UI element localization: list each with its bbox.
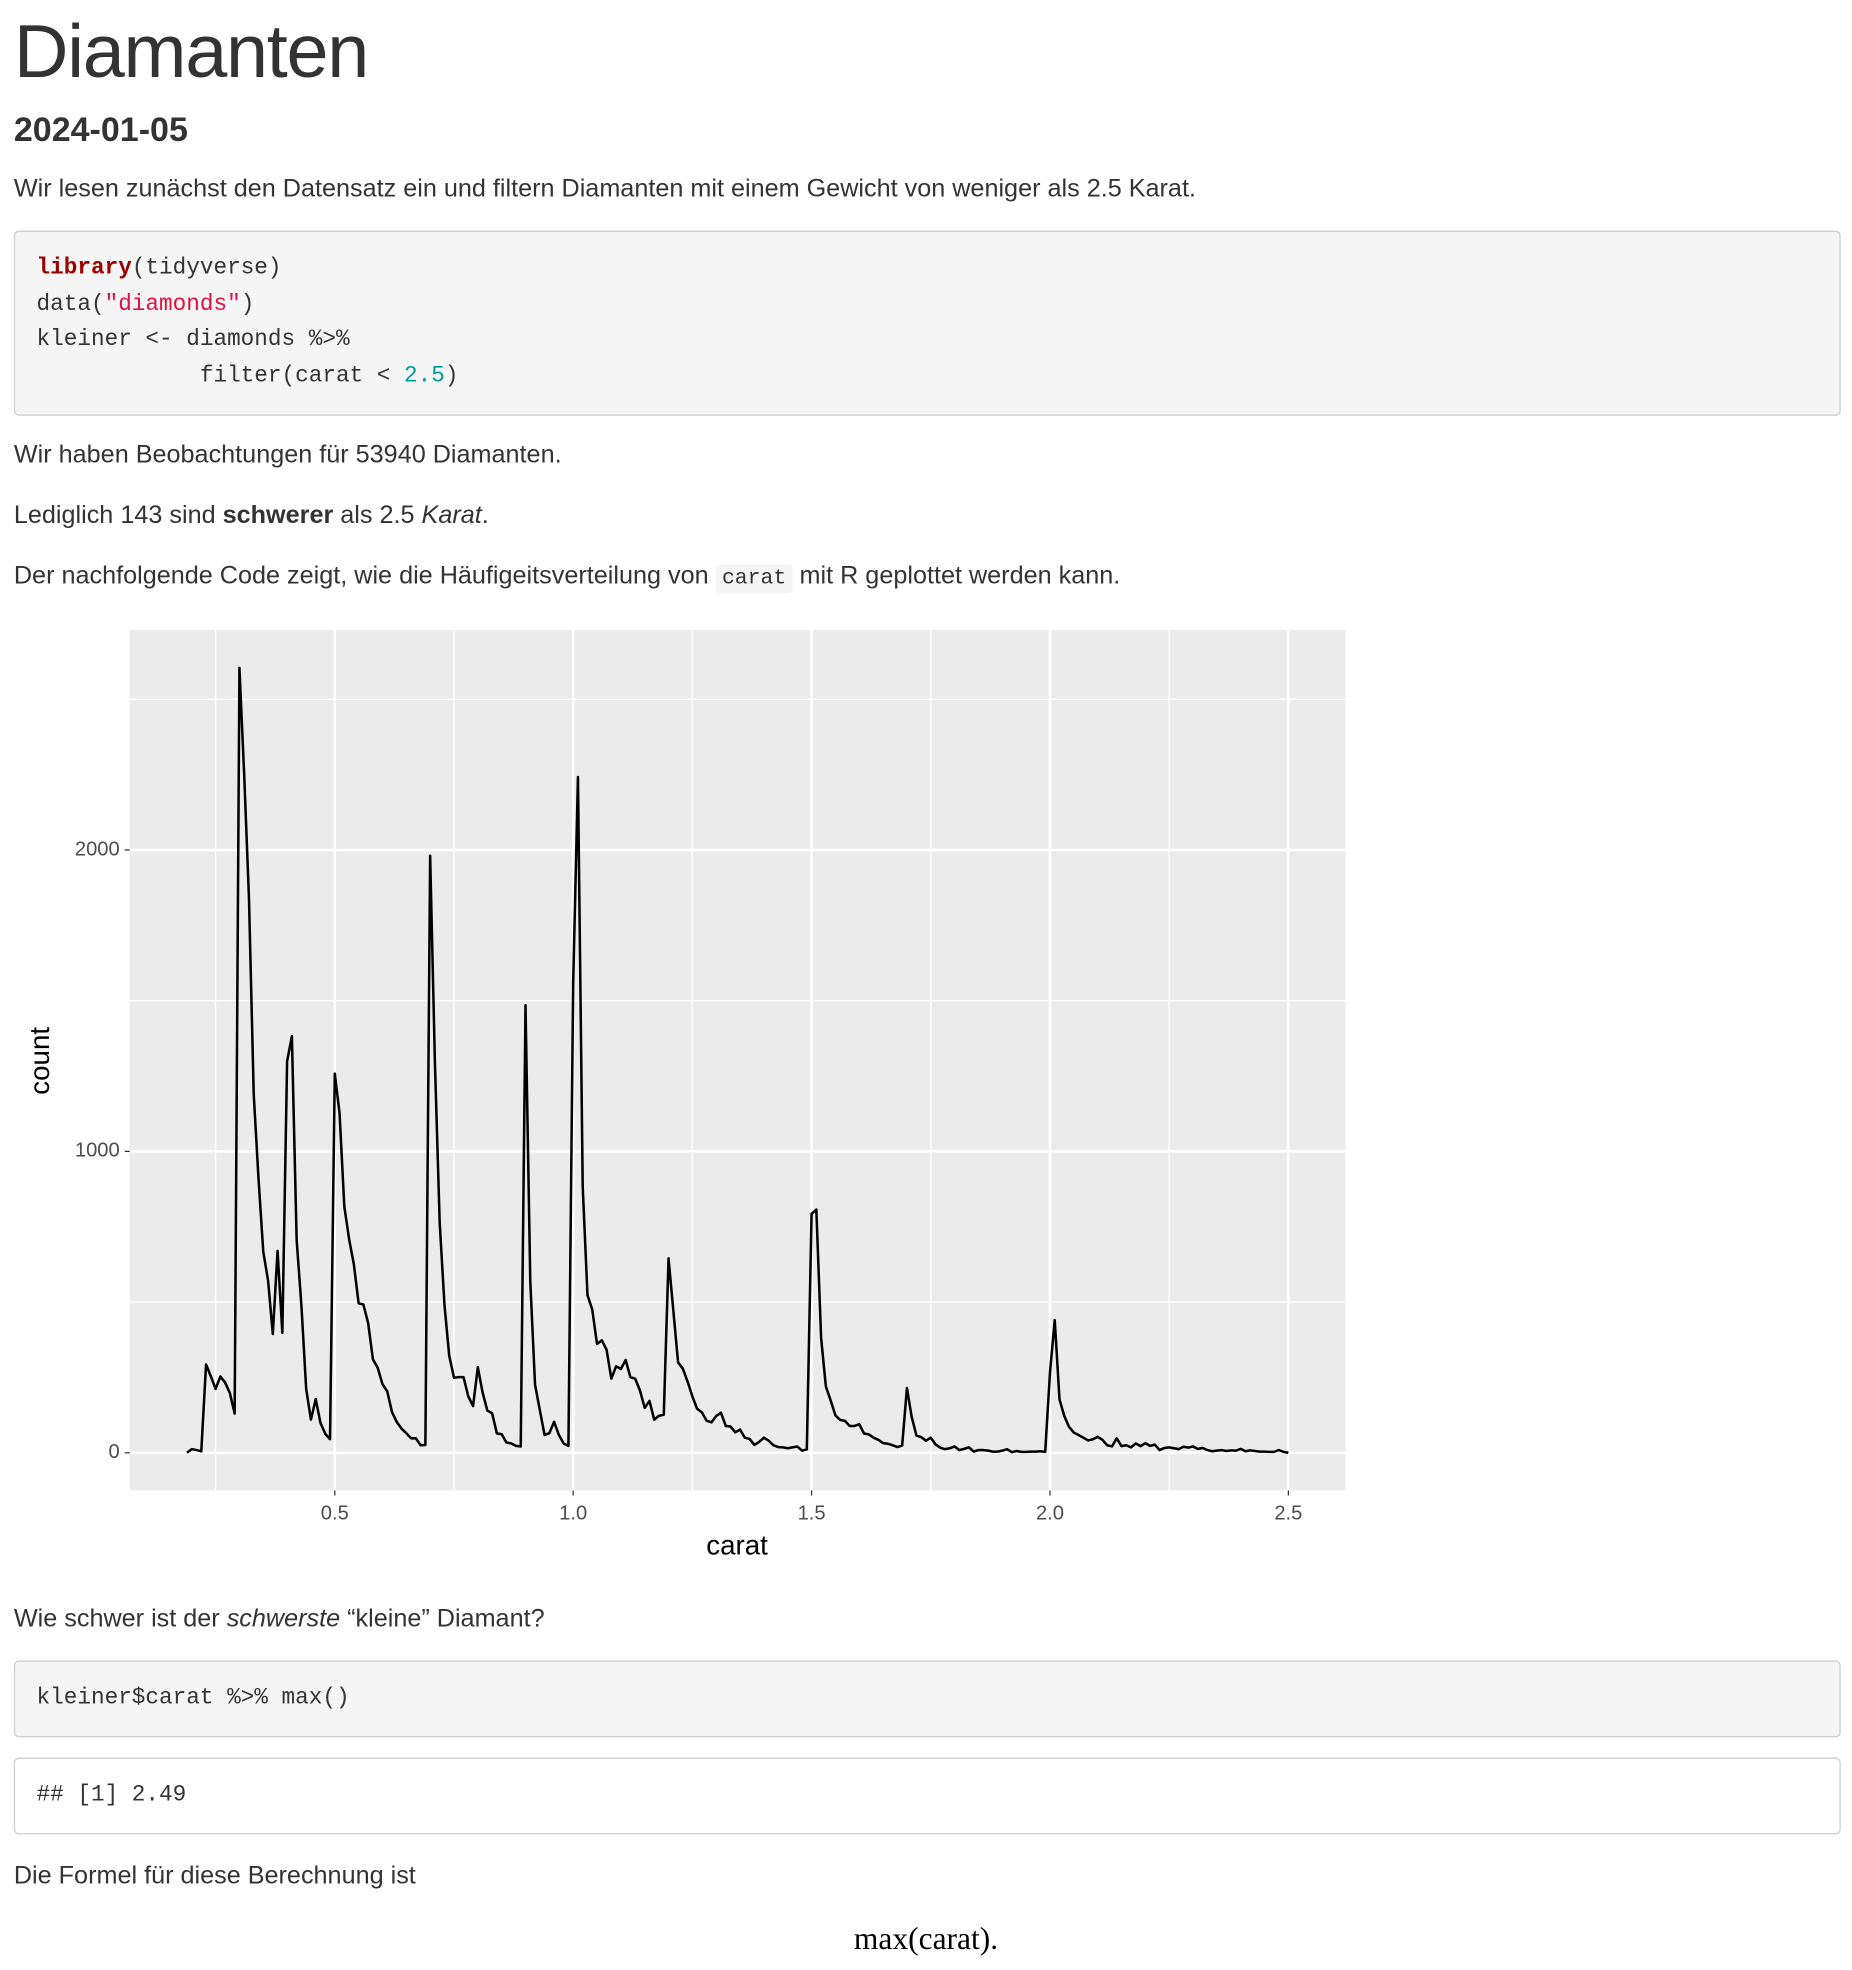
code-number: 2.5 [403,363,445,389]
italic-text: Karat [421,501,482,530]
text: mit R geplottet werden kann. [792,561,1121,590]
date: 2024-01-05 [13,110,188,149]
italic-text: schwerste [226,1605,341,1633]
line [186,666,1289,1455]
panel-background [129,629,1346,1491]
text: . [481,501,489,530]
code-text: ) [444,363,459,389]
paragraph: Lediglich 143 sind schwerer als 2.5 Kara… [14,498,489,533]
chart: carat count 0 1000 2000 0.5 1.0 1.5 2.0 2.5 [24,629,1346,1560]
text: als 2.5 [333,501,422,530]
code-keyword: library [36,255,132,281]
code-output: ## [1] 2.49 [13,1757,1841,1835]
x-tick-label: 2.0 [1036,1503,1064,1525]
paragraph: Wir haben Beobachtungen für 53940 Diaman… [13,440,562,469]
paragraph: Wir lesen zunächst den Datensatz ein und… [13,175,1196,203]
y-axis-title: count [24,1027,55,1095]
x-tick-label: 1.0 [559,1503,587,1525]
formula: max(carat). [853,1922,999,1957]
y-tick-label: 0 [108,1441,119,1463]
code-block: library(tidyverse) data("diamonds") klei… [13,230,1841,416]
y-tick-label: 1000 [75,1140,120,1162]
inline-code: carat [715,564,793,594]
code-block: kleiner$carat %>% max() [13,1660,1841,1738]
text: Lediglich 143 sind [13,501,223,530]
x-axis-title: carat [706,1529,768,1560]
text: “kleine” Diamant? [340,1605,545,1633]
y-tick-label: 2000 [75,838,120,860]
x-tick-label: 0.5 [321,1503,349,1525]
bold-text: schwerer [222,501,334,530]
paragraph: Die Formel für diese Berechnung ist [13,1862,416,1890]
code-text: (tidyverse) data( [36,255,282,317]
x-tick-label: 1.5 [798,1503,826,1525]
code-text: ) kleiner <- diamonds %>% filter(carat < [36,291,391,389]
paragraph: Wie schwer ist der schwerste “kleine” Di… [14,1601,545,1636]
title: Diamanten [13,8,369,94]
code-string: "diamonds" [104,291,241,317]
text: Der nachfolgende Code zeigt, wie die Häu… [13,561,716,590]
text: Wie schwer ist der [13,1605,227,1633]
x-tick-label: 2.5 [1274,1503,1302,1525]
paragraph: Der nachfolgende Code zeigt, wie die Häu… [14,558,1120,597]
